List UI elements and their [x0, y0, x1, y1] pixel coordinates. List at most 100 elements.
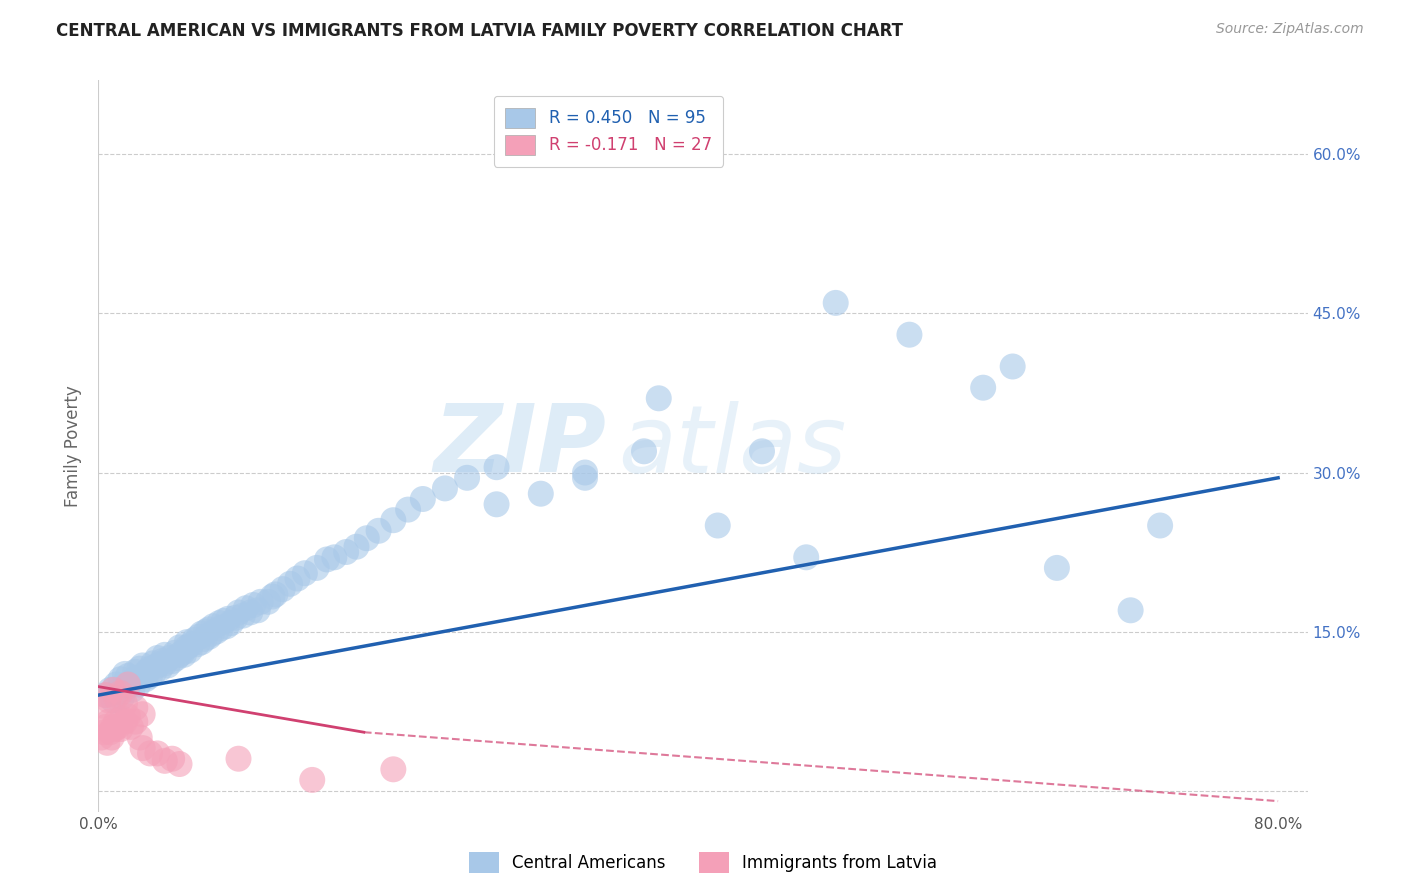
Point [94, 720, 117, 734]
Point [205, 624, 228, 639]
Point [824, 296, 846, 310]
Point [117, 680, 139, 694]
Point [104, 722, 127, 736]
Point [131, 741, 153, 756]
Point [485, 497, 508, 511]
Point [136, 665, 159, 679]
Point [100, 731, 122, 745]
Point [127, 677, 149, 691]
Point [110, 686, 132, 700]
Point [335, 545, 357, 559]
Point [105, 677, 128, 691]
Point [156, 658, 179, 673]
Point [124, 714, 146, 729]
Point [1001, 359, 1024, 374]
Point [264, 587, 287, 601]
Point [131, 658, 153, 673]
Point [346, 540, 368, 554]
Point [574, 466, 596, 480]
Point [194, 632, 217, 646]
Point [242, 598, 264, 612]
Point [215, 619, 238, 633]
Point [107, 720, 129, 734]
Point [1149, 518, 1171, 533]
Point [257, 595, 280, 609]
Point [180, 637, 202, 651]
Point [239, 606, 262, 620]
Point [433, 482, 456, 496]
Point [96, 736, 118, 750]
Point [574, 471, 596, 485]
Legend: Central Americans, Immigrants from Latvia: Central Americans, Immigrants from Latvi… [463, 846, 943, 880]
Point [382, 513, 405, 527]
Point [98, 682, 121, 697]
Point [898, 327, 921, 342]
Point [176, 635, 198, 649]
Point [149, 662, 172, 676]
Point [190, 626, 212, 640]
Point [139, 669, 162, 683]
Point [179, 643, 201, 657]
Y-axis label: Family Poverty: Family Poverty [65, 385, 83, 507]
Point [153, 648, 176, 662]
Point [128, 731, 150, 745]
Point [278, 576, 301, 591]
Point [166, 651, 188, 665]
Point [235, 601, 257, 615]
Text: ZIP: ZIP [433, 400, 606, 492]
Point [217, 612, 239, 626]
Point [972, 381, 994, 395]
Point [173, 648, 195, 662]
Point [246, 603, 269, 617]
Point [160, 654, 183, 668]
Point [165, 646, 187, 660]
Point [219, 615, 242, 630]
Point [143, 665, 166, 679]
Point [225, 611, 247, 625]
Point [287, 572, 309, 586]
Point [382, 762, 405, 776]
Point [530, 486, 553, 500]
Point [111, 711, 134, 725]
Point [101, 682, 124, 697]
Point [316, 552, 339, 566]
Point [456, 471, 478, 485]
Point [794, 550, 817, 565]
Point [195, 624, 218, 639]
Point [110, 672, 132, 686]
Text: atlas: atlas [619, 401, 846, 491]
Point [228, 606, 250, 620]
Point [198, 630, 221, 644]
Point [124, 665, 146, 679]
Point [160, 752, 183, 766]
Point [198, 623, 221, 637]
Point [98, 725, 121, 739]
Point [294, 566, 316, 581]
Point [139, 662, 162, 676]
Point [120, 720, 142, 734]
Point [186, 637, 208, 651]
Point [121, 682, 143, 697]
Point [176, 640, 198, 655]
Text: Source: ZipAtlas.com: Source: ZipAtlas.com [1216, 22, 1364, 37]
Point [412, 491, 434, 506]
Point [117, 677, 139, 691]
Point [105, 714, 128, 729]
Legend: R = 0.450   N = 95, R = -0.171   N = 27: R = 0.450 N = 95, R = -0.171 N = 27 [494, 96, 724, 167]
Point [142, 657, 165, 671]
Point [228, 752, 250, 766]
Point [94, 688, 117, 702]
Point [1046, 561, 1069, 575]
Point [150, 654, 173, 668]
Point [751, 444, 773, 458]
Point [169, 640, 191, 655]
Point [183, 632, 205, 647]
Point [190, 635, 212, 649]
Point [101, 693, 124, 707]
Point [114, 697, 136, 711]
Point [169, 648, 191, 662]
Point [153, 657, 176, 671]
Point [367, 524, 389, 538]
Point [356, 531, 378, 545]
Point [201, 626, 224, 640]
